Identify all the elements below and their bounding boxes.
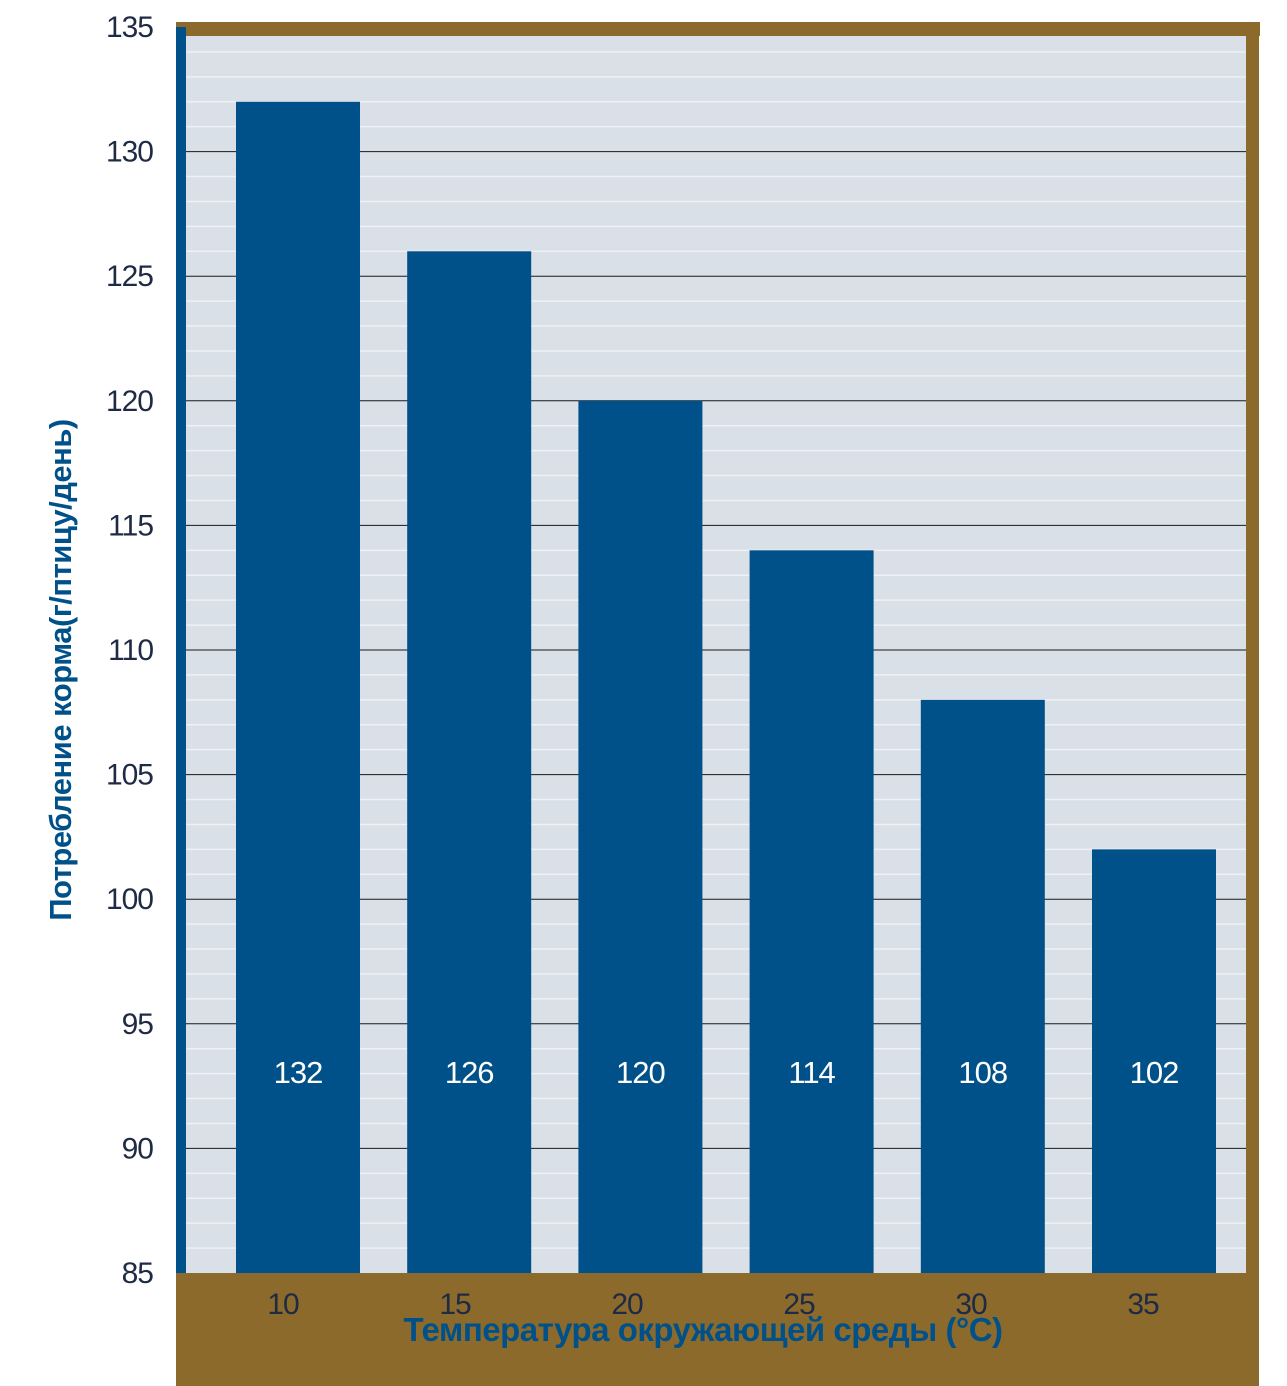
- y-tick-label: 95: [122, 1008, 154, 1041]
- y-tick-label: 100: [106, 883, 153, 916]
- y-tick-label: 90: [122, 1132, 154, 1165]
- x-tick-label: 25: [783, 1288, 815, 1321]
- x-axis-band: [176, 1273, 1259, 1386]
- x-tick-label: 35: [1127, 1288, 1159, 1321]
- y-tick-label: 85: [122, 1257, 154, 1290]
- y-tick-label: 130: [106, 136, 153, 169]
- bar-10: [236, 101, 360, 1273]
- bar-20: [578, 400, 703, 1273]
- y-tick-label: 110: [108, 634, 153, 667]
- bar-15: [407, 251, 532, 1273]
- frame-top: [176, 22, 1260, 36]
- y-tick-label: 125: [106, 260, 153, 293]
- x-axis-ticks: 10 15 20 25 30 35: [267, 1288, 1160, 1321]
- x-tick-label: 10: [267, 1288, 299, 1321]
- bar-value-label: 102: [1130, 1055, 1179, 1090]
- y-tick-label: 105: [106, 759, 153, 792]
- bar-value-label: 108: [958, 1055, 1007, 1090]
- bar-25: [749, 550, 874, 1273]
- y-tick-label: 135: [106, 11, 153, 44]
- bar-value-label: 120: [616, 1055, 665, 1090]
- frame-left-accent: [176, 27, 186, 1273]
- frame-right: [1246, 22, 1259, 1386]
- x-tick-label: 30: [955, 1288, 987, 1321]
- y-axis-label: Потребление корма(г/птицу/день): [43, 419, 78, 921]
- bar-value-label: 114: [788, 1055, 835, 1090]
- x-tick-label: 20: [611, 1288, 643, 1321]
- bar-value-label: 132: [274, 1055, 323, 1090]
- y-axis-ticks: 85 90 95 100 105 110 115 120 125 130 135: [106, 11, 154, 1290]
- bar-30: [920, 699, 1045, 1273]
- x-tick-label: 15: [439, 1288, 471, 1321]
- y-tick-label: 115: [108, 509, 153, 542]
- bar-value-label: 126: [445, 1055, 494, 1090]
- y-tick-label: 120: [106, 385, 153, 418]
- bar-35: [1092, 849, 1216, 1273]
- bars: 132 126 120 114 108 102: [236, 101, 1216, 1273]
- x-axis-label: Температура окружающей среды (°C): [403, 1311, 1002, 1348]
